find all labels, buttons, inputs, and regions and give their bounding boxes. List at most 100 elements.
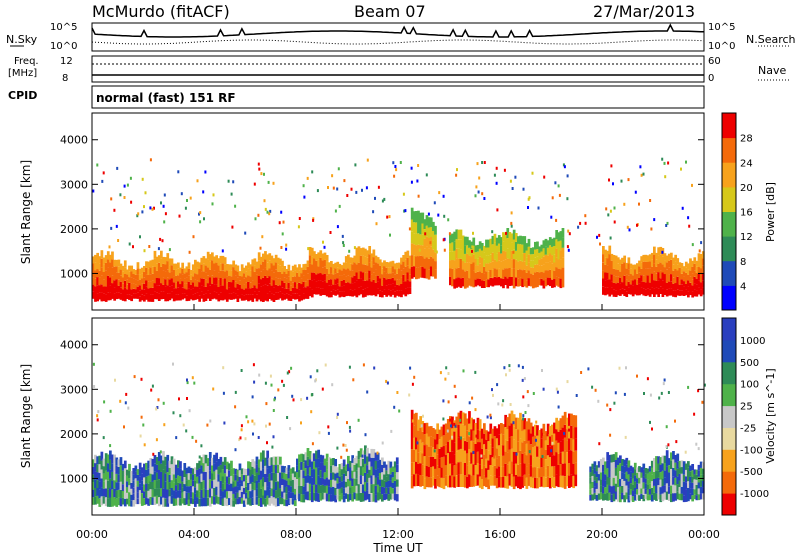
data-cell: [253, 380, 256, 384]
data-cell: [111, 267, 114, 276]
data-cell: [225, 270, 229, 277]
data-cell: [625, 268, 629, 275]
data-cell: [559, 240, 563, 251]
data-cell: [525, 455, 529, 467]
data-cell: [412, 211, 416, 223]
data-cell: [553, 279, 556, 288]
data-cell: [308, 279, 312, 288]
data-cell: [151, 497, 155, 505]
data-cell: [427, 248, 431, 259]
data-cell: [366, 280, 369, 288]
data-cell: [249, 264, 253, 271]
data-cell: [347, 289, 350, 296]
data-cell: [225, 498, 229, 507]
x-tick-label: 04:00: [178, 528, 210, 541]
data-cell: [661, 280, 665, 289]
data-cell: [164, 264, 168, 272]
data-cell: [134, 274, 138, 280]
data-cell: [281, 287, 284, 294]
data-cell: [166, 480, 170, 490]
data-cell: [160, 283, 163, 292]
data-cell: [251, 482, 255, 490]
data-cell: [177, 497, 180, 506]
data-cell: [393, 474, 397, 481]
data-cell: [500, 278, 503, 287]
data-cell: [138, 274, 142, 280]
data-cell: [504, 414, 508, 428]
data-cell: [485, 279, 488, 288]
data-cell: [368, 477, 372, 486]
data-cell: [483, 433, 486, 445]
data-cell: [449, 416, 452, 428]
data-cell: [300, 278, 304, 285]
data-cell: [546, 247, 550, 256]
data-cell: [151, 458, 155, 467]
data-cell: [663, 477, 667, 485]
data-cell: [366, 158, 369, 162]
data-cell: [563, 450, 567, 464]
data-cell: [232, 267, 236, 274]
data-cell: [113, 266, 117, 274]
data-cell: [228, 264, 231, 271]
data-cell: [388, 215, 391, 219]
data-cell: [374, 485, 378, 495]
data-cell: [196, 490, 199, 498]
data-cell: [453, 422, 456, 426]
data-cell: [489, 434, 493, 445]
data-cell: [532, 392, 535, 395]
data-cell: [155, 488, 159, 496]
data-cell: [629, 284, 633, 290]
data-cell: [115, 457, 119, 466]
data-cell: [574, 415, 578, 428]
data-cell: [317, 449, 321, 459]
data-cell: [491, 388, 493, 392]
data-cell: [453, 454, 457, 466]
data-cell: [472, 245, 475, 249]
data-cell: [598, 233, 601, 237]
data-cell: [512, 414, 516, 427]
data-cell: [374, 452, 378, 461]
data-cell: [644, 254, 648, 262]
data-cell: [353, 275, 357, 283]
data-cell: [287, 270, 291, 277]
data-cell: [476, 439, 479, 443]
data-cell: [240, 282, 244, 289]
data-cell: [638, 477, 641, 484]
data-cell: [160, 258, 163, 267]
data-cell: [684, 469, 688, 477]
data-cell: [644, 282, 648, 290]
data-cell: [183, 288, 187, 294]
colorbar-tick-label: -500: [740, 467, 763, 478]
data-cell: [132, 468, 136, 475]
data-cell: [561, 228, 565, 238]
data-cell: [670, 267, 673, 275]
data-cell: [657, 463, 661, 471]
data-cell: [631, 275, 635, 281]
data-cell: [359, 493, 363, 502]
data-cell: [682, 286, 686, 292]
data-cell: [476, 244, 480, 252]
data-cell: [206, 275, 210, 284]
data-cell: [476, 463, 480, 475]
data-cell: [521, 465, 525, 477]
data-cell: [655, 280, 658, 288]
data-cell: [304, 275, 308, 282]
data-cell: [270, 488, 274, 496]
data-cell: [232, 500, 236, 507]
data-cell: [404, 259, 408, 267]
data-cell: [619, 271, 622, 278]
data-cell: [629, 279, 633, 285]
data-cell: [593, 461, 597, 468]
data-cell: [468, 449, 471, 462]
data-cell: [126, 284, 129, 290]
data-cell: [510, 233, 514, 243]
data-cell: [394, 165, 397, 168]
data-cell: [470, 440, 474, 453]
data-cell: [555, 474, 559, 487]
data-cell: [185, 295, 189, 302]
data-cell: [411, 382, 414, 386]
data-cell: [291, 498, 295, 505]
data-cell: [491, 438, 495, 448]
data-cell: [548, 237, 552, 246]
data-cell: [366, 447, 369, 457]
